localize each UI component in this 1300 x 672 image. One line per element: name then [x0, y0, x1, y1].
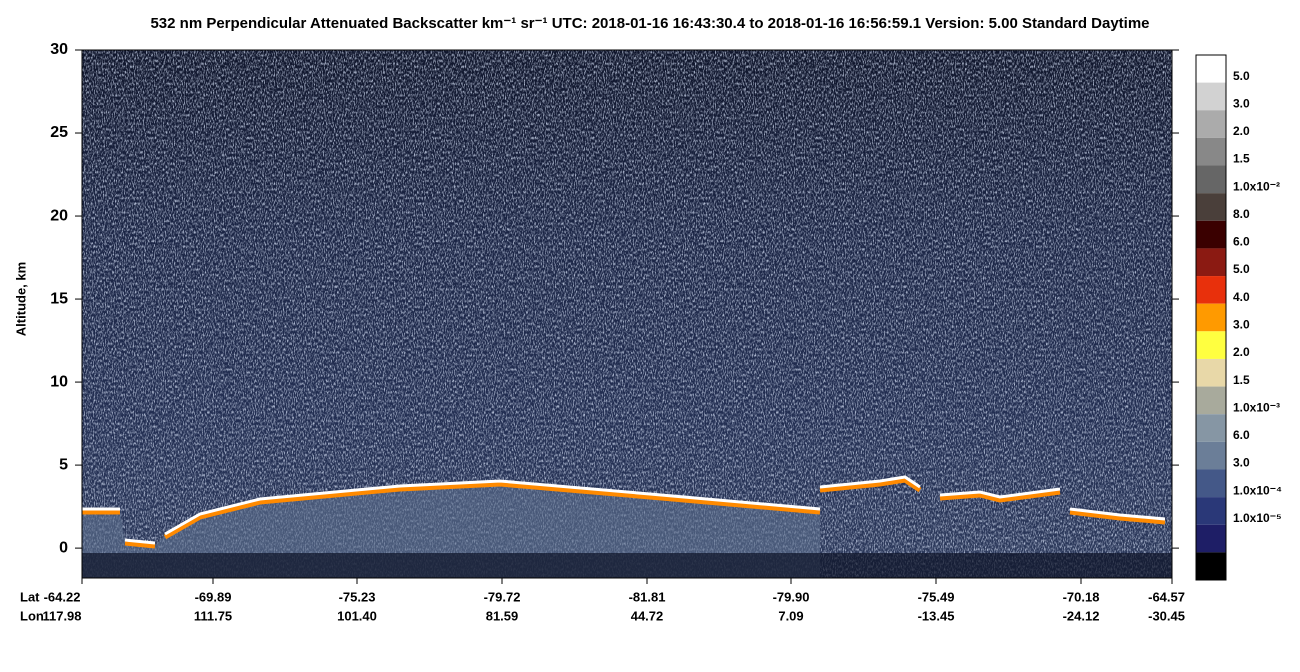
colorbar-label: 3.0: [1233, 456, 1250, 470]
y-tick-label: 30: [50, 41, 68, 58]
lat-label: -79.72: [484, 589, 521, 604]
lat-label: -79.90: [773, 589, 810, 604]
plot-image: [81, 49, 1173, 579]
colorbar-swatch: [1196, 414, 1226, 442]
colorbar-swatch: [1196, 497, 1226, 525]
colorbar-label: 8.0: [1233, 207, 1250, 221]
colorbar-swatch: [1196, 331, 1226, 359]
surface-return: [82, 477, 1166, 549]
colorbar-swatch: [1196, 193, 1226, 221]
y-tick-label: 15: [50, 290, 68, 307]
y-tick-label: 20: [50, 207, 68, 224]
colorbar-swatch: [1196, 276, 1226, 304]
y-axis-label: Altitude, km: [13, 262, 28, 336]
colorbar-label: 1.0x10⁻⁴: [1233, 483, 1282, 497]
lat-label: -64.57: [1148, 589, 1185, 604]
y-tick-label: 5: [59, 456, 68, 473]
lon-label: 111.75: [194, 608, 232, 623]
plot-frame: [81, 49, 1173, 579]
lat-label: -70.18: [1063, 589, 1100, 604]
lon-title: Lon: [20, 608, 44, 623]
lat-label: -75.49: [918, 589, 955, 604]
colorbar-swatch: [1196, 524, 1226, 553]
colorbar-frame: [1195, 54, 1227, 581]
colorbar-label: 4.0: [1233, 290, 1250, 304]
colorbar-swatch: [1196, 110, 1226, 138]
colorbar-swatch: [1196, 303, 1226, 332]
lat-label: -64.22: [44, 589, 81, 604]
colorbar-swatch: [1196, 552, 1226, 580]
lat-label: -81.81: [629, 589, 666, 604]
lat-label: -69.89: [195, 589, 232, 604]
chart-title: 532 nm Perpendicular Attenuated Backscat…: [150, 15, 1149, 32]
lon-label: 44.72: [631, 608, 664, 623]
noise-texture: [82, 50, 1172, 578]
lon-label: 81.59: [486, 608, 519, 623]
colorbar-label: 5.0: [1233, 262, 1250, 276]
lat-label: -75.23: [339, 589, 376, 604]
colorbar-swatch: [1196, 358, 1226, 387]
colorbar-swatch: [1196, 386, 1226, 415]
colorbar-swatch: [1196, 469, 1226, 498]
y-tick-label: 0: [59, 539, 68, 556]
colorbar-swatch: [1196, 165, 1226, 194]
colorbar-label: 3.0: [1233, 96, 1250, 110]
y-tick-label: 10: [50, 373, 68, 390]
lon-label: 101.40: [337, 608, 377, 623]
lon-label: 117.98: [42, 608, 81, 623]
colorbar-label: 5.0: [1233, 69, 1250, 83]
colorbar-label: 6.0: [1233, 235, 1250, 249]
colorbar-swatch: [1196, 220, 1226, 249]
colorbar-swatch: [1196, 55, 1226, 83]
colorbar-label: 2.0: [1233, 124, 1250, 138]
colorbar-swatch: [1196, 441, 1226, 470]
colorbar-swatch: [1196, 137, 1226, 166]
colorbar-label: 2.0: [1233, 345, 1250, 359]
lon-label: -24.12: [1063, 608, 1100, 623]
lon-label: -30.45: [1148, 608, 1185, 623]
colorbar-label: 1.0x10⁻³: [1233, 400, 1280, 414]
lon-label: 7.09: [778, 608, 803, 623]
lat-title: Lat: [20, 589, 40, 604]
surface-return-peak: [82, 475, 1166, 545]
colorbar-swatch: [1196, 82, 1226, 111]
y-tick-label: 25: [50, 124, 68, 141]
colorbar-label: 1.5: [1233, 152, 1250, 166]
lon-label: -13.45: [918, 608, 955, 623]
colorbar-label: 1.5: [1233, 373, 1250, 387]
colorbar-label: 1.0x10⁻⁵: [1233, 511, 1282, 525]
colorbar-swatch: [1196, 248, 1226, 277]
colorbar-label: 6.0: [1233, 428, 1250, 442]
colorbar-label: 3.0: [1233, 317, 1250, 331]
below-ground: [82, 553, 1172, 578]
colorbar-label: 1.0x10⁻²: [1233, 179, 1280, 193]
